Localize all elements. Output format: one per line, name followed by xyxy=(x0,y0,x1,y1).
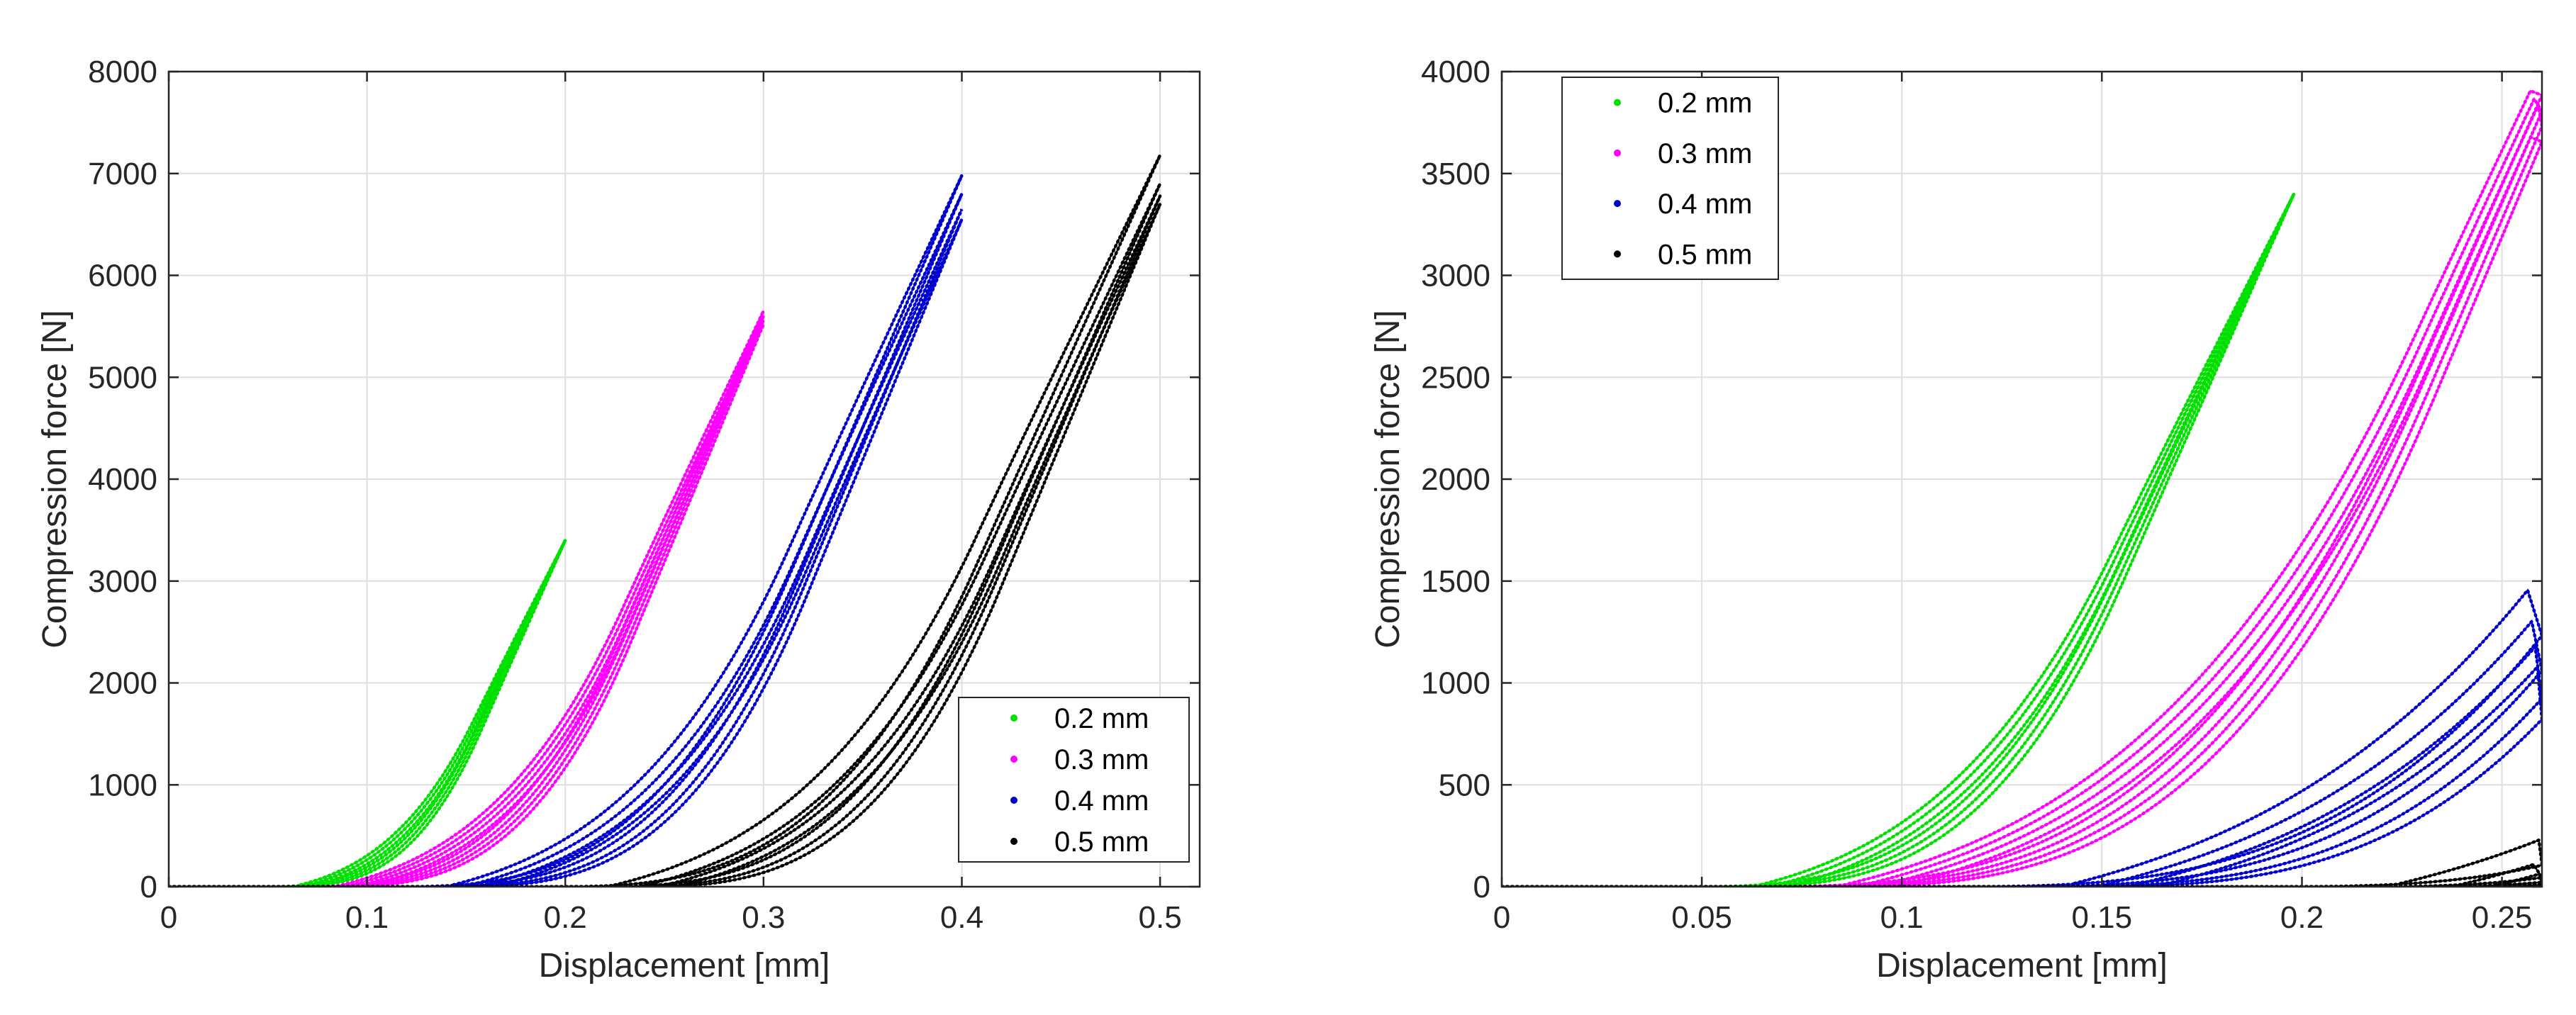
right-y-axis-label: Compression force [N] xyxy=(1369,310,1407,649)
left-legend-marker xyxy=(1010,756,1017,763)
left-series-3-loop-0-line xyxy=(169,155,1161,887)
right-ytick-label: 3500 xyxy=(1421,157,1490,191)
left-xtick-label: 0.2 xyxy=(544,900,587,935)
left-chart: 0 0.1 0.2 0.3 0.4 0.5 0 1000 2000 3000 4000 5000 600… xyxy=(36,55,1201,985)
right-legend-label: 0.3 mm xyxy=(1658,138,1752,169)
right-xtick-label: 0 xyxy=(1493,900,1510,935)
right-series-1-loop-3-line xyxy=(1502,135,2542,887)
left-xtick-label: 0.4 xyxy=(940,900,983,935)
right-legend-label: 0.2 mm xyxy=(1658,88,1752,119)
left-ytick-label: 0 xyxy=(140,870,157,904)
right-ytick-label: 0 xyxy=(1473,870,1490,904)
right-series-0-2-mm xyxy=(1502,193,2296,887)
right-x-axis-label: Displacement [mm] xyxy=(1876,947,2168,985)
right-xtick-label: 0.25 xyxy=(2472,900,2533,935)
right-xtick-label: 0.15 xyxy=(2071,900,2132,935)
left-ytick-label: 6000 xyxy=(88,259,157,293)
left-y-axis-label: Compression force [N] xyxy=(36,310,74,649)
right-ytick-label: 2500 xyxy=(1421,360,1490,395)
left-legend-marker xyxy=(1010,838,1017,845)
right-legend-label: 0.5 mm xyxy=(1658,239,1752,270)
left-ytick-label: 8000 xyxy=(88,55,157,89)
left-series-0-4-mm xyxy=(169,174,964,887)
right-legend-marker xyxy=(1614,99,1621,106)
right-ticks: 0 0.05 0.1 0.15 0.2 0.25 0 500 1000 1500 2000 2500 3… xyxy=(1421,55,2542,935)
right-xtick-label: 0.05 xyxy=(1671,900,1732,935)
left-legend-box xyxy=(958,697,1190,863)
right-legend-label: 0.4 mm xyxy=(1658,189,1752,220)
right-xtick-label: 0.2 xyxy=(2280,900,2324,935)
right-ytick-label: 3000 xyxy=(1421,259,1490,293)
left-xtick-label: 0.3 xyxy=(742,900,785,935)
left-legend-marker xyxy=(1010,797,1017,804)
left-legend-marker xyxy=(1010,714,1017,722)
left-legend-label: 0.5 mm xyxy=(1054,826,1149,858)
left-series-0-5-mm xyxy=(169,154,1162,887)
left-ytick-label: 1000 xyxy=(88,768,157,802)
left-series-0-2-mm xyxy=(169,539,567,887)
left-series-3-loop-3-line xyxy=(169,203,1161,887)
left-ytick-label: 2000 xyxy=(88,666,157,701)
left-ticks: 0 0.1 0.2 0.3 0.4 0.5 0 1000 2000 3000 4000 5000 600… xyxy=(88,55,1200,935)
right-ytick-label: 1000 xyxy=(1421,666,1490,701)
right-legend-marker xyxy=(1614,250,1621,258)
left-ytick-label: 4000 xyxy=(88,462,157,497)
right-xtick-label: 0.1 xyxy=(1880,900,1924,935)
right-ytick-label: 1500 xyxy=(1421,564,1490,599)
left-xtick-label: 0.1 xyxy=(345,900,389,935)
left-legend-label: 0.4 mm xyxy=(1054,785,1149,817)
left-xtick-label: 0.5 xyxy=(1139,900,1182,935)
left-ytick-label: 7000 xyxy=(88,157,157,191)
right-series-0-loop-2-line xyxy=(1502,193,2295,887)
left-legend: 0.2 mm 0.3 mm 0.4 mm 0.5 mm xyxy=(958,697,1190,863)
left-ytick-label: 3000 xyxy=(88,564,157,599)
left-xtick-label: 0 xyxy=(160,900,177,935)
right-legend-marker xyxy=(1614,149,1621,157)
left-legend-label: 0.3 mm xyxy=(1054,744,1149,775)
right-ytick-label: 500 xyxy=(1439,768,1490,802)
right-chart: 0 0.05 0.1 0.15 0.2 0.25 0 500 1000 1500 2000 2500 3… xyxy=(1369,55,2543,985)
right-ytick-label: 2000 xyxy=(1421,462,1490,497)
left-legend-label: 0.2 mm xyxy=(1054,703,1149,734)
right-ytick-label: 4000 xyxy=(1421,55,1490,89)
right-legend-marker xyxy=(1614,200,1621,208)
left-series-0-loop-2-line xyxy=(169,539,567,887)
left-series-1-loop-3-line xyxy=(169,323,764,887)
left-series-2-loop-3-line xyxy=(169,218,963,887)
right-legend: 0.2 mm 0.3 mm 0.4 mm 0.5 mm xyxy=(1561,77,1779,280)
left-ytick-label: 5000 xyxy=(88,360,157,395)
right-series-0-3-mm xyxy=(1502,89,2542,887)
left-x-axis-label: Displacement [mm] xyxy=(539,947,830,985)
right-legend-box xyxy=(1561,77,1779,280)
